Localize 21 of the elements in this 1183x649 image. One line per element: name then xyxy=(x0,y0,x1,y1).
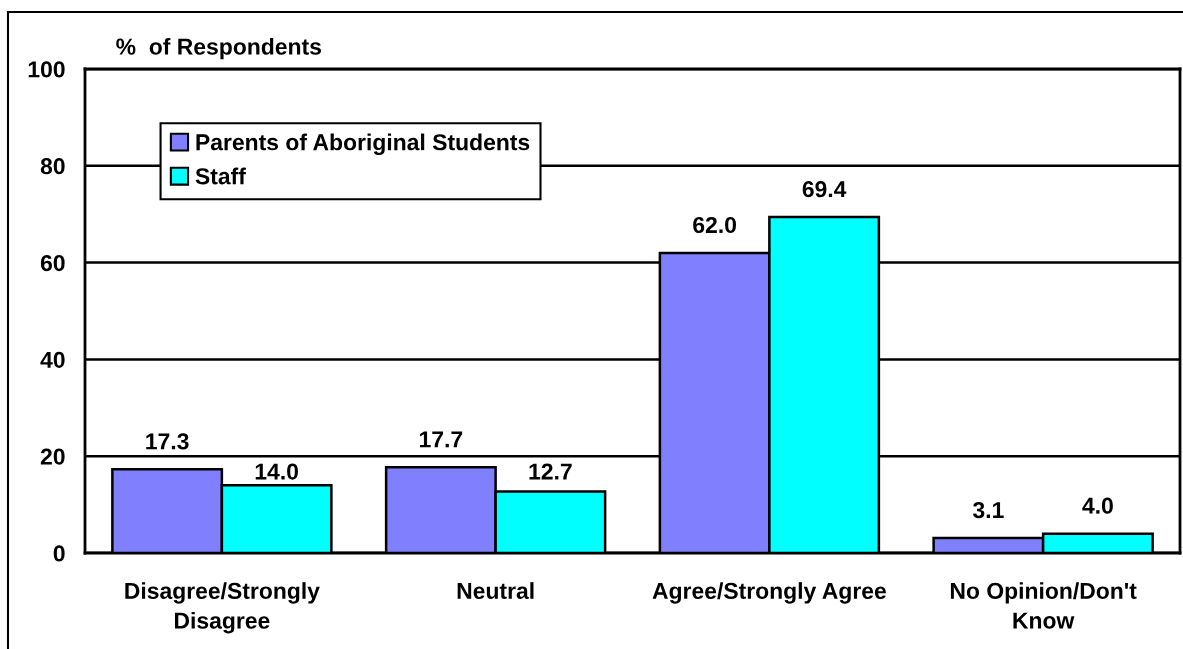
data-label: 4.0 xyxy=(1082,497,1113,514)
x-tick-label: No Opinion/Don't Know xyxy=(950,582,1137,629)
data-label: 12.7 xyxy=(529,463,572,480)
y-tick-label: 40 xyxy=(40,351,65,368)
data-label: 3.1 xyxy=(972,501,1004,519)
x-tick-label: Neutral xyxy=(457,582,534,599)
y-tick-label: 60 xyxy=(40,254,65,272)
y-tick-label: 100 xyxy=(28,61,65,78)
y-tick-label: 0 xyxy=(53,545,65,562)
y-tick-label: 80 xyxy=(40,158,65,175)
legend-label: Parents of Aboriginal Students xyxy=(196,133,530,155)
data-label: 17.7 xyxy=(420,431,463,448)
legend-label: Staff xyxy=(195,167,246,185)
x-tick-label: Agree/Strongly Agree xyxy=(652,582,886,604)
x-tick-label: Disagree/Strongly Disagree xyxy=(125,582,320,634)
y-tick-label: 20 xyxy=(40,448,65,465)
data-label: 17.3 xyxy=(146,433,189,450)
data-label: 14.0 xyxy=(255,463,298,480)
data-label: 62.0 xyxy=(693,216,736,234)
data-label: 69.4 xyxy=(802,181,847,198)
y-axis-title: % of Respondents xyxy=(116,37,321,60)
